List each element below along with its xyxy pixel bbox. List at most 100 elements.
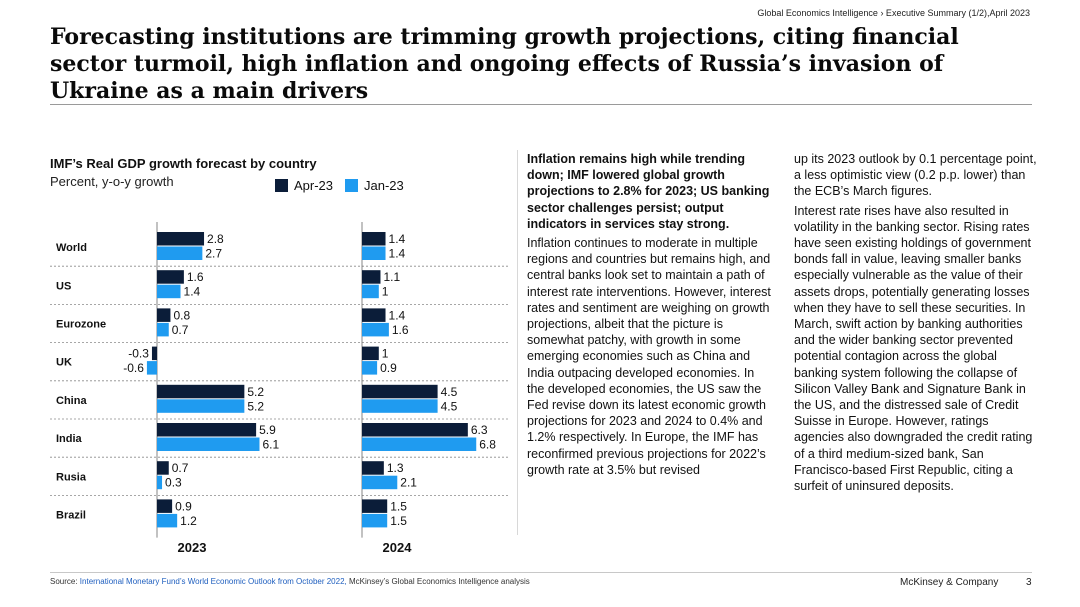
bar [157, 270, 184, 284]
bar [157, 461, 169, 475]
data-label: 0.3 [165, 476, 182, 490]
bar [362, 284, 379, 299]
bar [362, 322, 389, 337]
source-note: Source: International Monetary Fund’s Wo… [50, 577, 530, 586]
column-divider [517, 150, 518, 535]
category-label: China [56, 395, 87, 407]
legend-label-apr: Apr-23 [294, 178, 334, 193]
data-label: -0.6 [123, 361, 144, 375]
category-label: Rusia [56, 471, 87, 483]
legend-item-apr: Apr-23 [275, 178, 333, 193]
bar [362, 499, 388, 513]
bar [362, 361, 378, 375]
source-prefix: Source: [50, 577, 80, 586]
data-label: 1.4 [389, 232, 406, 246]
data-label: -0.3 [128, 347, 149, 361]
bar [157, 322, 169, 337]
data-label: 2.1 [400, 476, 417, 490]
panel-year-label: 2023 [178, 540, 207, 555]
data-label: 6.1 [262, 438, 279, 452]
data-label: 0.7 [172, 323, 189, 337]
data-label: 1.4 [184, 285, 201, 299]
legend-label-jan: Jan-23 [364, 178, 404, 193]
data-label: 5.2 [247, 385, 264, 399]
commentary-column-2: up its 2023 outlook by 0.1 percentage po… [794, 151, 1039, 497]
bar [157, 284, 181, 299]
chart-subtitle: Percent, y-o-y growth [50, 174, 174, 189]
bar [157, 437, 260, 451]
data-label: 6.8 [479, 438, 496, 452]
bar [362, 270, 381, 284]
legend-item-jan: Jan-23 [345, 178, 404, 193]
bar [157, 475, 163, 490]
category-label: Brazil [56, 510, 86, 522]
data-label: 1 [382, 347, 389, 361]
data-label: 2.8 [207, 232, 224, 246]
bar [362, 461, 384, 475]
bar [157, 513, 178, 528]
bar [157, 384, 245, 399]
data-label: 1.5 [390, 514, 407, 528]
data-label: 2.7 [205, 247, 222, 261]
data-label: 1.1 [383, 270, 400, 284]
breadcrumb: Global Economics Intelligence › Executiv… [757, 8, 1030, 18]
bar [362, 399, 438, 413]
category-label: Eurozone [56, 319, 106, 331]
data-label: 6.3 [471, 423, 488, 437]
data-label: 5.2 [247, 399, 264, 413]
data-label: 1.6 [187, 270, 204, 284]
bar [362, 437, 477, 451]
title-divider [50, 104, 1032, 105]
bar [157, 308, 171, 322]
bar [362, 232, 386, 246]
bar [151, 346, 157, 361]
footer-divider [50, 572, 1032, 573]
legend-swatch-jan [345, 179, 358, 192]
data-label: 4.5 [441, 385, 458, 399]
data-label: 1.2 [180, 514, 197, 528]
data-label: 1 [382, 285, 389, 299]
bar [157, 423, 257, 437]
commentary-body-3: Interest rate rises have also resulted i… [794, 203, 1033, 494]
data-label: 0.9 [380, 361, 397, 375]
page-number: 3 [1026, 577, 1032, 588]
data-label: 0.8 [173, 308, 190, 322]
bar [146, 361, 157, 375]
bar [157, 499, 173, 513]
chart-title: IMF’s Real GDP growth forecast by countr… [50, 156, 317, 171]
panel-year-label: 2024 [383, 540, 413, 555]
bar [362, 475, 398, 490]
bar [362, 308, 386, 322]
data-label: 1.4 [389, 308, 406, 322]
commentary-body-1: Inflation continues to moderate in multi… [527, 236, 771, 477]
category-label: India [56, 433, 83, 445]
category-label: US [56, 280, 71, 292]
commentary-body-2: up its 2023 outlook by 0.1 percentage po… [794, 152, 1037, 199]
bar [362, 246, 386, 260]
bar [362, 346, 379, 361]
data-label: 1.3 [387, 461, 404, 475]
bar [157, 246, 203, 260]
bar [362, 423, 468, 437]
data-label: 1.6 [392, 323, 409, 337]
page-title: Forecasting institutions are trimming gr… [50, 24, 959, 104]
category-label: UK [56, 357, 72, 369]
bar [362, 513, 388, 528]
bar [157, 399, 245, 413]
commentary-column-1: Inflation remains high while trending do… [527, 151, 773, 481]
data-label: 4.5 [441, 399, 458, 413]
data-label: 1.5 [390, 499, 407, 513]
data-label: 1.4 [389, 247, 406, 261]
legend-swatch-apr [275, 179, 288, 192]
brand-name: McKinsey & Company [900, 577, 999, 588]
data-label: 0.7 [172, 461, 189, 475]
category-label: World [56, 242, 87, 254]
commentary-heading: Inflation remains high while trending do… [527, 152, 770, 231]
data-label: 0.9 [175, 499, 192, 513]
data-label: 5.9 [259, 423, 276, 437]
gdp-forecast-chart: World US Eurozone UK China India Rusia Brazil 2.… [50, 222, 510, 555]
bar [362, 384, 438, 399]
bar [157, 232, 205, 246]
source-link[interactable]: International Monetary Fund’s World Econ… [79, 577, 347, 586]
source-rest: McKinsey’s Global Economics Intelligence… [346, 577, 530, 586]
